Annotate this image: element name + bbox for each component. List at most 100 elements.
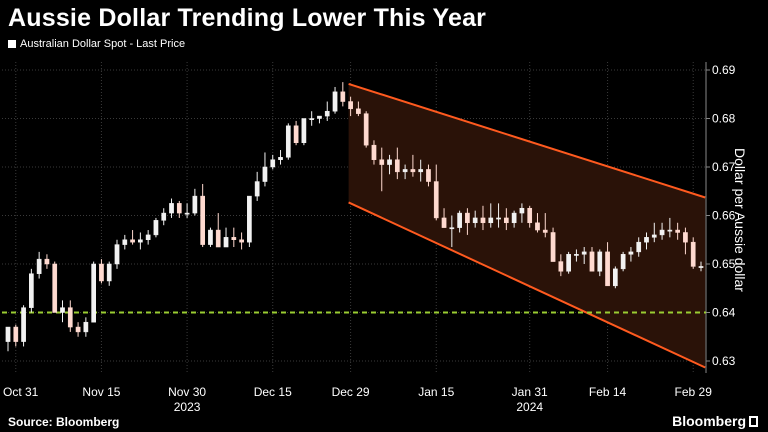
candle-body — [503, 217, 509, 224]
candle-body — [433, 181, 439, 219]
candle-body — [612, 268, 618, 287]
candle-body — [636, 241, 642, 253]
candle-body — [324, 110, 330, 117]
candle-body — [542, 229, 548, 233]
trend-channel-upper — [348, 82, 706, 199]
y-tick-label: 0.69 — [712, 63, 736, 77]
candle-body — [60, 307, 65, 313]
candle-body — [457, 212, 462, 228]
candle-body — [379, 159, 385, 165]
candle-body — [231, 237, 237, 240]
candle-body — [651, 234, 657, 238]
candle-body — [83, 321, 89, 333]
candle-body — [496, 217, 501, 220]
candle-body — [628, 251, 634, 255]
candle-body — [402, 169, 408, 173]
candle-body — [52, 263, 58, 313]
candle-body — [675, 229, 680, 233]
candle-body — [480, 217, 486, 224]
y-tick-label: 0.67 — [712, 160, 736, 174]
candle-body — [317, 115, 322, 119]
candle-body — [620, 254, 626, 270]
y-tick-label: 0.66 — [712, 209, 736, 223]
candle-body — [106, 263, 112, 282]
trend-channel-fill — [348, 83, 706, 368]
x-tick-label: Dec 15 — [254, 385, 292, 399]
trend-channel-lower — [348, 201, 706, 369]
y-tick-label: 0.63 — [712, 354, 736, 368]
x-tick-label: Feb 29 — [675, 385, 713, 399]
candle-body — [21, 307, 26, 342]
x-tick-label: Nov 15 — [82, 385, 120, 399]
candle-body — [363, 113, 369, 146]
candle-body — [91, 263, 97, 323]
candle-body — [597, 251, 603, 272]
bloomberg-logo-icon — [749, 415, 758, 427]
candle-body — [200, 195, 206, 245]
candle-body — [558, 261, 564, 272]
y-tick-label: 0.68 — [712, 112, 736, 126]
candle-body — [239, 239, 244, 243]
x-tick-label: Jan 31 — [512, 385, 548, 399]
x-tick-label: Feb 14 — [589, 385, 627, 399]
candle-body — [441, 217, 447, 228]
candle-body — [192, 195, 198, 214]
x-tick-label: Oct 31 — [3, 385, 39, 399]
candle-body — [387, 159, 392, 165]
candle-body — [356, 108, 361, 114]
legend: Australian Dollar Spot - Last Price — [8, 38, 185, 50]
legend-label: Australian Dollar Spot - Last Price — [20, 38, 186, 50]
candle-body — [99, 263, 104, 282]
source-note: Source: Bloomberg — [8, 415, 120, 429]
candle-body — [659, 229, 665, 236]
candle-body — [472, 217, 478, 224]
x-year-label: 2023 — [174, 400, 201, 414]
candle-body — [449, 227, 455, 230]
candle-body — [215, 229, 221, 248]
legend-swatch — [8, 40, 16, 48]
candle-body — [254, 181, 260, 197]
candle-body — [262, 166, 268, 182]
candle-body — [176, 203, 182, 214]
candle-body — [667, 229, 673, 232]
candle-body — [426, 169, 431, 182]
candle-body — [371, 144, 377, 160]
candle-body — [340, 91, 346, 102]
candle-body — [285, 125, 291, 158]
x-tick-label: Jan 15 — [418, 385, 454, 399]
candle-body — [410, 169, 416, 173]
candle-body — [394, 159, 400, 173]
candle-body — [153, 220, 159, 236]
candle-body — [301, 118, 307, 143]
candle-body — [138, 239, 143, 243]
candle-body — [581, 251, 587, 255]
candle-body — [114, 244, 120, 265]
candle-body — [550, 232, 556, 262]
candle-body — [130, 239, 135, 243]
candle-body — [145, 234, 151, 240]
candle-body — [278, 157, 283, 160]
candle-body — [208, 229, 213, 245]
x-year-label: 2024 — [516, 400, 543, 414]
x-tick-label: Nov 30 — [168, 385, 206, 399]
candle-body — [690, 241, 696, 267]
candle-body — [698, 266, 704, 268]
candle-body — [184, 212, 190, 215]
candle-body — [270, 159, 276, 168]
candle-body — [332, 91, 338, 112]
candle-body — [293, 125, 299, 144]
candle-body — [161, 212, 167, 221]
candle-body — [535, 222, 540, 231]
candle-body — [683, 232, 688, 243]
candle-body — [566, 254, 571, 272]
candle-body — [644, 237, 649, 243]
candle-body — [574, 254, 579, 256]
y-axis-label: Dollar per Aussie dollar — [732, 148, 748, 292]
y-tick-label: 0.64 — [712, 306, 736, 320]
candle-body — [44, 258, 50, 265]
candle-body — [519, 207, 525, 214]
candle-body — [29, 273, 34, 308]
candle-body — [169, 203, 174, 214]
brand-logo: Bloomberg — [672, 413, 758, 429]
